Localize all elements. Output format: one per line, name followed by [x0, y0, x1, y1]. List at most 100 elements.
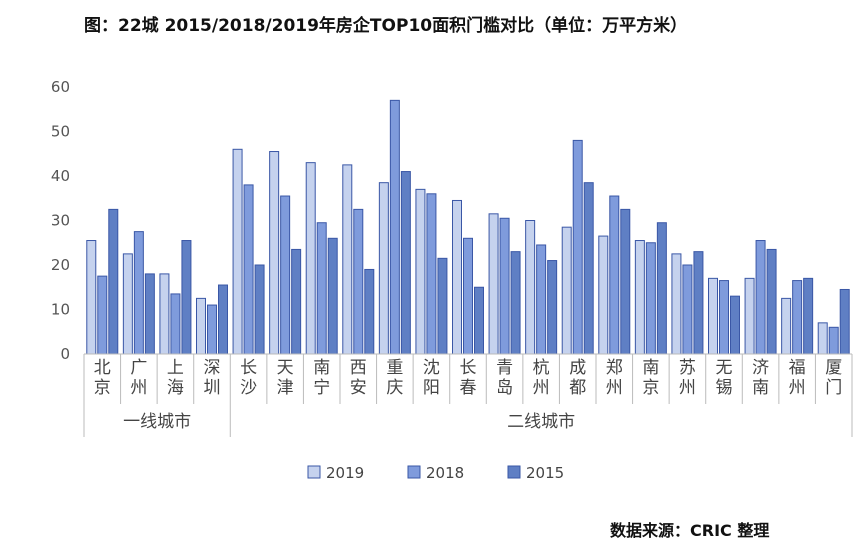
bar-济南-2018 — [755, 240, 766, 355]
category-label-广州: 州 — [130, 378, 147, 398]
bar-深圳-2019 — [196, 297, 206, 355]
category-label-上海: 上 — [167, 358, 184, 378]
bar-天津-2015 — [291, 248, 302, 355]
category-label-西安: 西 — [350, 358, 367, 378]
bar-重庆-2019 — [378, 182, 389, 355]
bar-成都-2019 — [561, 226, 572, 355]
bar-深圳-2015 — [218, 284, 228, 355]
bar-厦门-2018 — [828, 326, 839, 355]
legend-label-2018: 2018 — [426, 464, 464, 482]
legend-label-2019: 2019 — [326, 464, 364, 482]
category-label-济南: 南 — [752, 378, 769, 398]
bar-青岛-2018 — [499, 217, 510, 355]
category-label-南京: 京 — [642, 378, 659, 398]
bar-长沙-2015 — [254, 264, 265, 355]
category-label-福州: 福 — [789, 358, 806, 378]
bar-南宁-2015 — [327, 237, 338, 355]
bar-西安-2019 — [342, 164, 353, 355]
bar-上海-2019 — [159, 273, 170, 355]
bar-郑州-2015 — [620, 208, 631, 355]
y-tick-label: 40 — [51, 167, 70, 185]
bar-郑州-2019 — [598, 235, 609, 355]
category-label-天津: 天 — [277, 358, 294, 378]
category-label-上海: 海 — [167, 378, 184, 398]
bar-天津-2018 — [280, 195, 291, 355]
bar-深圳-2018 — [207, 304, 217, 355]
bar-南宁-2018 — [316, 222, 327, 355]
category-label-天津: 津 — [277, 378, 294, 398]
category-label-青岛: 岛 — [496, 378, 513, 398]
bar-青岛-2019 — [488, 213, 499, 355]
bar-南宁-2019 — [305, 162, 316, 355]
bar-成都-2018 — [572, 139, 583, 355]
category-label-杭州: 杭 — [533, 358, 550, 378]
bar-无锡-2019 — [708, 277, 718, 355]
bar-广州-2019 — [122, 253, 133, 355]
category-label-郑州: 郑 — [606, 358, 623, 378]
category-label-沈阳: 阳 — [423, 378, 440, 398]
bar-济南-2019 — [744, 277, 755, 355]
category-label-深圳: 深 — [204, 358, 221, 378]
bar-杭州-2019 — [525, 220, 536, 355]
bar-北京-2019 — [86, 240, 97, 355]
bar-杭州-2015 — [547, 260, 558, 355]
y-tick-label: 0 — [60, 345, 70, 363]
bar-苏州-2015 — [693, 251, 704, 355]
category-label-北京: 京 — [94, 378, 111, 398]
y-tick-label: 20 — [51, 256, 70, 274]
y-tick-label: 30 — [51, 212, 70, 230]
bar-无锡-2015 — [730, 295, 740, 355]
category-label-杭州: 州 — [533, 378, 550, 398]
bar-杭州-2018 — [536, 244, 547, 355]
bar-重庆-2015 — [400, 171, 411, 355]
category-label-长沙: 沙 — [240, 378, 257, 398]
bar-福州-2019 — [781, 297, 792, 355]
bar-沈阳-2018 — [426, 193, 437, 355]
category-label-西安: 安 — [350, 378, 367, 398]
category-label-长沙: 长 — [240, 358, 257, 378]
y-tick-label: 60 — [51, 78, 70, 96]
bar-青岛-2015 — [510, 251, 521, 355]
category-label-深圳: 圳 — [204, 378, 221, 398]
category-label-南京: 南 — [642, 358, 659, 378]
category-label-郑州: 州 — [606, 378, 623, 398]
bar-广州-2018 — [133, 231, 144, 355]
legend-swatch-2018 — [407, 465, 421, 479]
category-label-重庆: 重 — [386, 358, 403, 378]
legend-swatch-2015 — [507, 465, 521, 479]
bar-西安-2018 — [353, 208, 364, 355]
bar-苏州-2019 — [671, 253, 682, 355]
bar-长春-2018 — [463, 237, 473, 355]
category-label-成都: 成 — [569, 358, 586, 378]
bar-长沙-2018 — [243, 184, 254, 355]
category-label-厦门: 门 — [825, 378, 842, 398]
bar-长春-2019 — [452, 199, 462, 355]
bar-长沙-2019 — [232, 148, 243, 355]
category-label-北京: 北 — [94, 358, 111, 378]
bar-济南-2015 — [766, 248, 777, 355]
bar-沈阳-2015 — [437, 257, 448, 355]
category-label-济南: 济 — [752, 358, 769, 378]
bar-沈阳-2019 — [415, 188, 426, 355]
bar-天津-2019 — [269, 151, 280, 355]
bar-重庆-2018 — [389, 99, 400, 355]
bar-北京-2018 — [97, 275, 108, 355]
chart-title: 图：22城 2015/2018/2019年房企TOP10面积门槛对比（单位：万平… — [84, 16, 688, 36]
bar-南京-2015 — [656, 222, 667, 355]
category-label-无锡: 锡 — [716, 378, 733, 398]
bar-无锡-2018 — [719, 280, 729, 355]
category-label-无锡: 无 — [716, 358, 733, 378]
category-label-南宁: 南 — [313, 358, 330, 378]
bar-成都-2015 — [583, 182, 594, 355]
category-label-长春: 长 — [460, 358, 477, 378]
bar-苏州-2018 — [682, 264, 693, 355]
bar-福州-2015 — [803, 277, 814, 355]
category-label-苏州: 州 — [679, 378, 696, 398]
bar-西安-2015 — [364, 268, 375, 355]
group-label: 二线城市 — [507, 412, 575, 432]
source-note: 数据来源：CRIC 整理 — [610, 521, 770, 540]
y-tick-label: 10 — [51, 301, 70, 319]
bar-北京-2015 — [108, 208, 119, 355]
category-label-广州: 广 — [130, 358, 147, 378]
